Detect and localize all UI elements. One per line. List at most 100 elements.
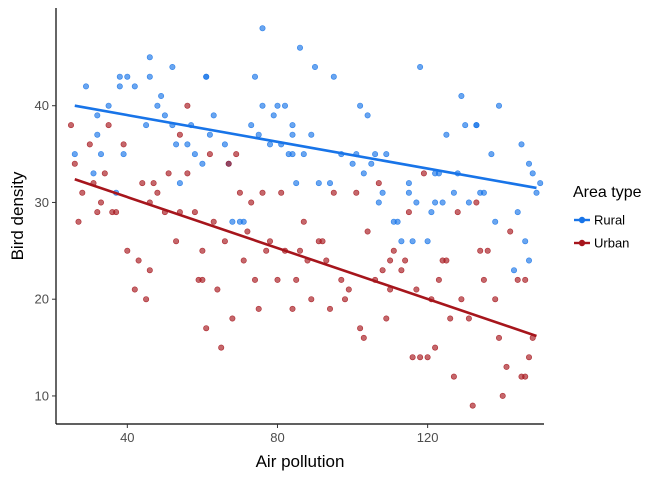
data-point-rural xyxy=(398,238,405,245)
data-point-rural xyxy=(372,151,379,158)
data-point-urban xyxy=(319,238,326,245)
data-point-rural xyxy=(379,189,386,196)
data-point-urban xyxy=(236,189,243,196)
data-point-urban xyxy=(341,296,348,303)
data-point-rural xyxy=(533,189,540,196)
data-point-rural xyxy=(432,199,439,206)
legend-item-rural: Rural xyxy=(574,213,625,228)
data-point-urban xyxy=(252,276,259,283)
data-point-urban xyxy=(450,373,457,380)
data-point-rural xyxy=(158,93,165,100)
data-point-rural xyxy=(514,209,521,216)
data-point-urban xyxy=(364,228,371,235)
data-point-urban xyxy=(525,354,532,361)
data-point-rural xyxy=(360,170,367,177)
data-point-urban xyxy=(143,296,150,303)
legend-item-urban: Urban xyxy=(574,236,629,251)
x-tick-label: 80 xyxy=(270,430,284,445)
data-point-rural xyxy=(495,102,502,109)
data-point-urban xyxy=(514,276,521,283)
data-point-rural xyxy=(462,122,469,129)
data-point-rural xyxy=(428,209,435,216)
data-point-urban xyxy=(417,354,424,361)
data-point-rural xyxy=(154,102,161,109)
data-point-urban xyxy=(86,141,93,148)
data-point-rural xyxy=(274,102,281,109)
data-point-urban xyxy=(176,131,183,138)
data-point-rural xyxy=(405,189,412,196)
data-point-rural xyxy=(458,93,465,100)
data-point-urban xyxy=(113,209,120,216)
data-point-urban xyxy=(240,257,247,264)
data-point-rural xyxy=(510,267,517,274)
data-point-rural xyxy=(349,160,356,167)
data-point-urban xyxy=(173,238,180,245)
data-point-urban xyxy=(405,209,412,216)
data-point-rural xyxy=(330,73,337,80)
data-point-urban xyxy=(492,296,499,303)
trend-layer xyxy=(74,104,537,338)
data-point-urban xyxy=(263,247,270,254)
data-point-urban xyxy=(345,286,352,293)
data-point-urban xyxy=(184,102,191,109)
data-point-urban xyxy=(131,286,138,293)
data-point-rural xyxy=(465,199,472,206)
data-point-rural xyxy=(143,122,150,129)
data-point-urban xyxy=(330,189,337,196)
data-point-rural xyxy=(210,112,217,119)
data-point-rural xyxy=(105,102,112,109)
data-point-rural xyxy=(176,180,183,187)
data-point-urban xyxy=(420,170,427,177)
data-point-urban xyxy=(477,247,484,254)
data-point-rural xyxy=(522,238,529,245)
data-point-rural xyxy=(424,238,431,245)
data-point-rural xyxy=(368,160,375,167)
legend-label: Rural xyxy=(594,213,625,228)
data-point-urban xyxy=(458,296,465,303)
data-point-rural xyxy=(308,131,315,138)
data-point-rural xyxy=(443,131,450,138)
data-point-rural xyxy=(450,189,457,196)
data-point-rural xyxy=(473,122,480,129)
data-point-rural xyxy=(116,83,123,90)
data-point-urban xyxy=(124,247,131,254)
data-point-rural xyxy=(98,151,105,158)
data-point-rural xyxy=(413,199,420,206)
data-point-urban xyxy=(255,305,262,312)
data-point-urban xyxy=(266,238,273,245)
data-point-rural xyxy=(518,141,525,148)
data-point-rural xyxy=(417,64,424,71)
data-point-urban xyxy=(248,199,255,206)
data-point-urban xyxy=(184,170,191,177)
data-point-rural xyxy=(529,170,536,177)
data-point-urban xyxy=(338,276,345,283)
data-point-urban xyxy=(79,189,86,196)
data-point-rural xyxy=(131,83,138,90)
data-point-rural xyxy=(525,160,532,167)
data-point-rural xyxy=(169,64,176,71)
data-point-rural xyxy=(480,189,487,196)
data-point-urban xyxy=(218,344,225,351)
data-point-rural xyxy=(488,151,495,158)
data-point-urban xyxy=(480,276,487,283)
data-point-rural xyxy=(255,131,262,138)
data-point-rural xyxy=(375,199,382,206)
data-point-rural xyxy=(83,83,90,90)
data-point-rural xyxy=(326,180,333,187)
data-point-rural xyxy=(394,218,401,225)
data-point-urban xyxy=(390,247,397,254)
data-point-rural xyxy=(439,199,446,206)
data-point-urban xyxy=(105,122,112,129)
data-point-urban xyxy=(353,189,360,196)
data-point-urban xyxy=(296,247,303,254)
legend: Area type Rural Urban xyxy=(573,184,642,251)
data-point-urban xyxy=(495,334,502,341)
data-point-urban xyxy=(210,218,217,225)
data-point-rural xyxy=(525,257,532,264)
data-point-rural xyxy=(364,112,371,119)
data-point-rural xyxy=(229,218,236,225)
data-point-urban xyxy=(225,160,232,167)
data-point-rural xyxy=(289,151,296,158)
data-point-urban xyxy=(499,392,506,399)
data-point-urban xyxy=(402,257,409,264)
